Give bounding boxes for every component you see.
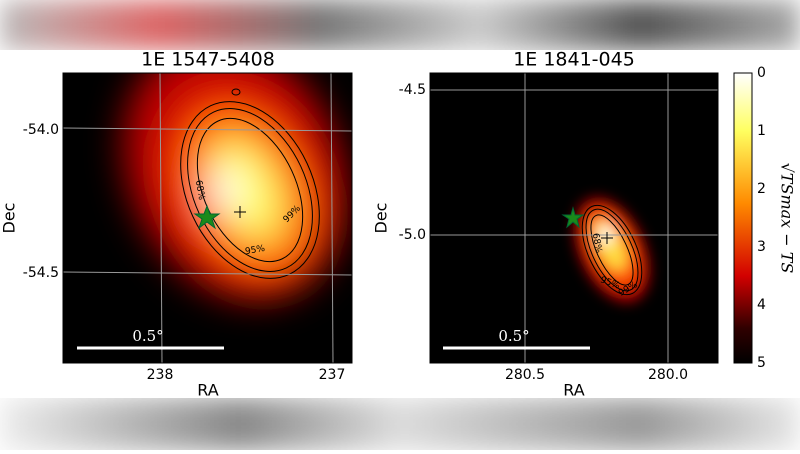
x-axis-label: RA — [563, 381, 584, 400]
x-tick-label: 237 — [319, 367, 346, 383]
x-tick-label: 280.5 — [505, 367, 545, 383]
axes-frame — [62, 72, 353, 364]
colorbar-tick-label: 2 — [757, 181, 766, 197]
map-2 — [430, 73, 718, 363]
y-axis-label: Dec — [372, 203, 391, 234]
contour-label: 68% — [590, 232, 603, 254]
scale-label: 0.5° — [498, 327, 529, 345]
colorbar-label: √TSmax − TS — [778, 163, 797, 274]
map-1 — [63, 73, 352, 363]
bottom-band — [0, 398, 800, 450]
y-tick-label: -4.5 — [399, 82, 426, 98]
scale-label: 0.5° — [132, 327, 163, 345]
contour-label: 95% — [244, 244, 266, 257]
colorbar — [733, 72, 753, 364]
colorbar-tick-label: 1 — [757, 123, 766, 139]
colorbar-tick-label: 3 — [757, 239, 766, 255]
colorbar-tick-label: 5 — [757, 355, 766, 371]
y-tick-label: -54.0 — [23, 122, 59, 138]
x-axis-label: RA — [197, 381, 218, 400]
colorbar-tick-label: 4 — [757, 297, 766, 313]
axes-frame — [429, 72, 719, 364]
y-tick-label: -54.5 — [23, 265, 59, 281]
contour-label: 68% — [193, 179, 206, 201]
panel-title: 1E 1547-5408 — [141, 49, 275, 71]
colorbar-tick-label: 0 — [757, 65, 766, 81]
y-tick-label: -5.0 — [399, 227, 426, 243]
y-axis-label: Dec — [0, 203, 19, 234]
panel-title: 1E 1841-045 — [513, 49, 635, 71]
x-tick-label: 280.0 — [648, 367, 688, 383]
x-tick-label: 238 — [147, 367, 174, 383]
top-band — [0, 0, 800, 50]
